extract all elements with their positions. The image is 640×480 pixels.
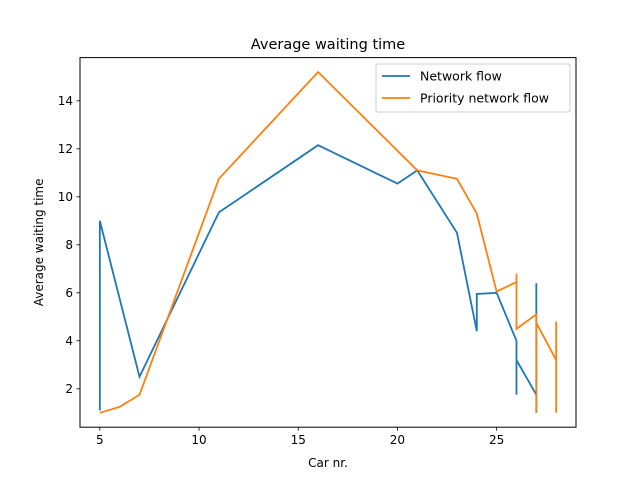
x-tick-label-5: 25 <box>489 433 504 447</box>
x-tick-label-1: 5 <box>96 433 104 447</box>
y-tick-label-5: 10 <box>58 190 73 204</box>
y-tick-label-4: 8 <box>65 238 73 252</box>
x-tick-label-3: 15 <box>291 433 306 447</box>
plot-area <box>98 70 558 414</box>
legend-label-2: Priority network flow <box>420 91 549 106</box>
x-axis-label: Car nr. <box>308 456 348 470</box>
x-tick-label-2: 10 <box>191 433 206 447</box>
legend-label-1: Network flow <box>420 69 502 84</box>
y-axis-label: Average waiting time <box>32 179 46 307</box>
legend: Network flow Priority network flow <box>375 63 571 113</box>
legend-box <box>375 63 571 113</box>
series-line-1 <box>98 144 538 413</box>
y-axis-ticks: 2 4 6 8 10 12 14 <box>58 94 80 396</box>
y-tick-label-2: 4 <box>65 334 73 348</box>
chart-title: Average waiting time <box>251 37 405 53</box>
y-tick-label-3: 6 <box>65 286 73 300</box>
y-tick-label-6: 12 <box>58 142 73 156</box>
plot-frame <box>79 57 577 428</box>
series-line-2 <box>99 70 558 414</box>
x-tick-label-4: 20 <box>390 433 405 447</box>
x-axis-ticks: 5 10 15 20 25 <box>96 427 504 447</box>
y-tick-label-7: 14 <box>58 94 73 108</box>
y-tick-label-1: 2 <box>65 382 73 396</box>
